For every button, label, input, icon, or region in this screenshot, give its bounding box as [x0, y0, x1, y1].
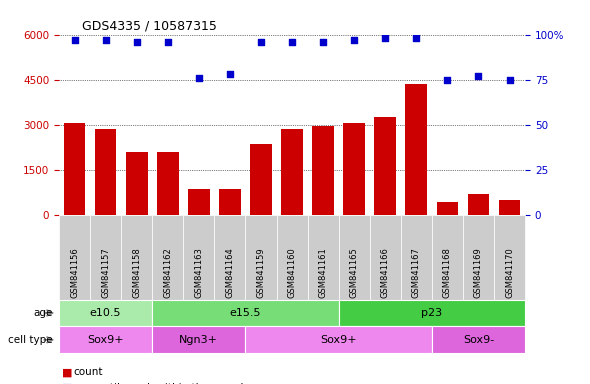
Point — [256, 39, 266, 45]
Bar — [126, 152, 148, 215]
Bar — [405, 84, 427, 215]
Point — [474, 73, 483, 79]
Text: GSM841167: GSM841167 — [412, 247, 421, 298]
Bar — [157, 152, 179, 215]
Bar — [437, 202, 458, 215]
Text: ■: ■ — [62, 383, 73, 384]
Text: GSM841158: GSM841158 — [132, 247, 141, 298]
Text: e10.5: e10.5 — [90, 308, 122, 318]
Bar — [219, 189, 241, 215]
Text: Sox9-: Sox9- — [463, 335, 494, 345]
Bar — [468, 194, 489, 215]
Bar — [95, 129, 116, 215]
Point — [225, 71, 235, 77]
Text: GSM841161: GSM841161 — [319, 247, 327, 298]
Point — [70, 37, 79, 43]
Point — [349, 37, 359, 43]
Bar — [375, 117, 396, 215]
Text: GSM841168: GSM841168 — [443, 247, 452, 298]
Bar — [250, 144, 272, 215]
Bar — [64, 123, 86, 215]
Text: percentile rank within the sample: percentile rank within the sample — [74, 383, 250, 384]
Text: count: count — [74, 367, 103, 377]
Text: GSM841159: GSM841159 — [257, 247, 266, 298]
Text: GSM841170: GSM841170 — [505, 247, 514, 298]
Point — [163, 39, 172, 45]
Point — [442, 77, 452, 83]
Text: GSM841162: GSM841162 — [163, 247, 172, 298]
Point — [319, 39, 328, 45]
Text: GSM841160: GSM841160 — [287, 247, 297, 298]
Point — [412, 35, 421, 41]
Text: age: age — [34, 308, 53, 318]
Text: Sox9+: Sox9+ — [320, 335, 357, 345]
Point — [505, 77, 514, 83]
Text: GSM841165: GSM841165 — [350, 247, 359, 298]
Text: GSM841156: GSM841156 — [70, 247, 79, 298]
Point — [194, 75, 204, 81]
Text: p23: p23 — [421, 308, 442, 318]
Text: e15.5: e15.5 — [230, 308, 261, 318]
Bar — [188, 189, 209, 215]
Text: GSM841164: GSM841164 — [225, 247, 234, 298]
Point — [101, 37, 110, 43]
Point — [287, 39, 297, 45]
Text: cell type: cell type — [8, 335, 53, 345]
Point — [381, 35, 390, 41]
Text: GDS4335 / 10587315: GDS4335 / 10587315 — [82, 19, 217, 32]
Text: GSM841163: GSM841163 — [194, 247, 204, 298]
Text: GSM841157: GSM841157 — [101, 247, 110, 298]
Bar — [312, 126, 334, 215]
Text: Sox9+: Sox9+ — [87, 335, 124, 345]
Bar — [281, 129, 303, 215]
Bar — [499, 200, 520, 215]
Point — [132, 39, 142, 45]
Text: GSM841169: GSM841169 — [474, 247, 483, 298]
Text: ■: ■ — [62, 367, 73, 377]
Text: GSM841166: GSM841166 — [381, 247, 390, 298]
Text: Ngn3+: Ngn3+ — [179, 335, 218, 345]
Bar — [343, 123, 365, 215]
